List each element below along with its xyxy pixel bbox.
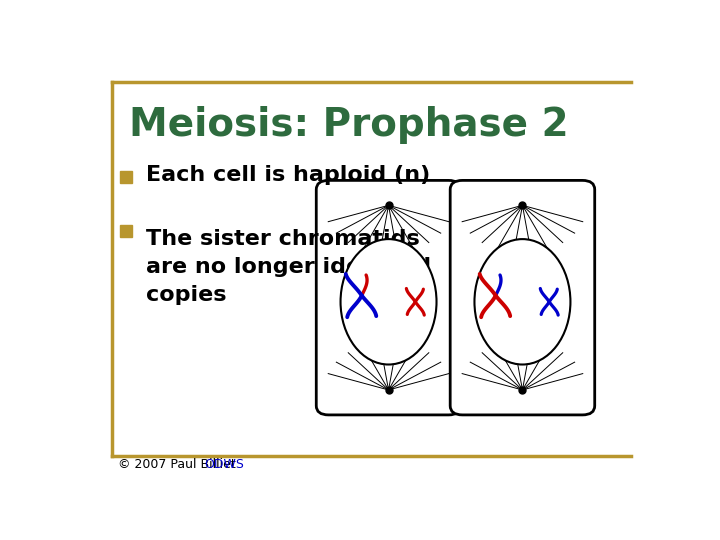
Ellipse shape [341, 239, 436, 364]
Ellipse shape [474, 239, 570, 364]
Text: © 2007 Paul Billiet: © 2007 Paul Billiet [118, 458, 240, 471]
Text: The sister chromatids
are no longer identical
copies: The sister chromatids are no longer iden… [145, 229, 431, 305]
Text: ODWS: ODWS [204, 458, 244, 471]
FancyBboxPatch shape [450, 180, 595, 415]
Text: Each cell is haploid (n): Each cell is haploid (n) [145, 165, 430, 185]
FancyBboxPatch shape [316, 180, 461, 415]
Text: Meiosis: Prophase 2: Meiosis: Prophase 2 [129, 106, 569, 144]
